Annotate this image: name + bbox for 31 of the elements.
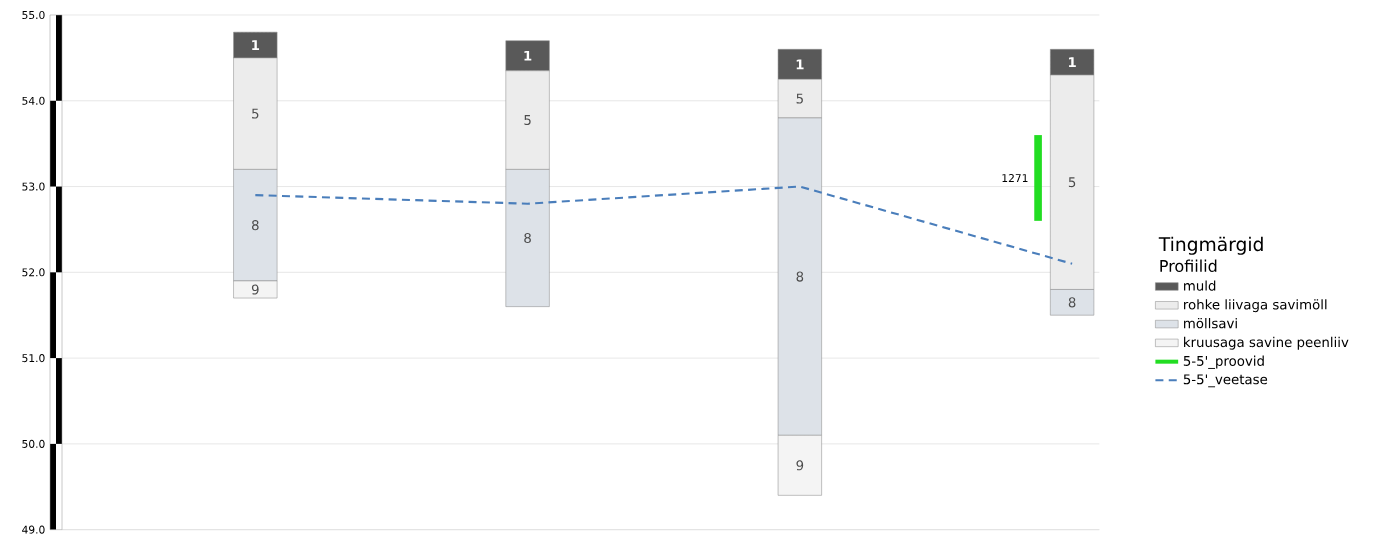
legend-label: möllsavi — [1184, 318, 1237, 329]
legend-label: muld — [1184, 280, 1216, 291]
y-tick-label: 52.0 — [22, 268, 45, 277]
y-tick-label: 50.0 — [22, 440, 45, 449]
y-tick-label: 53.0 — [22, 182, 45, 191]
y-tick-label: 55.0 — [22, 11, 45, 20]
y-tick-label: 51.0 — [22, 354, 45, 363]
text: Profiilid — [1160, 259, 1217, 273]
annotation: 9 — [796, 460, 804, 471]
annotation: 1271 — [1002, 174, 1028, 183]
annotation: 5 — [796, 93, 803, 104]
legend-label: kruusaga savine peenliiv — [1184, 336, 1349, 350]
annotation: 8 — [524, 233, 531, 244]
annotation: 5 — [252, 108, 259, 119]
annotation: 1 — [524, 51, 532, 61]
annotation: 8 — [1068, 297, 1076, 308]
annotation: 5 — [524, 115, 531, 126]
y-tick-label: 54.0 — [22, 96, 45, 105]
annotation: 8 — [251, 220, 259, 231]
legend-title: Tingmärgid — [1158, 236, 1263, 255]
annotation: 5 — [1068, 177, 1076, 188]
y-tick-label: 49.0 — [22, 525, 45, 534]
legend-label: 5-5'_proovid — [1183, 355, 1264, 370]
annotation: 1 — [252, 40, 260, 51]
bar — [1034, 135, 1042, 222]
annotation: 9 — [251, 284, 259, 295]
annotation: 1 — [1068, 57, 1076, 68]
annotation: 1 — [796, 59, 804, 70]
annotation: 8 — [796, 271, 804, 282]
legend-label: 5-5'_veetase — [1183, 374, 1268, 388]
legend-label: rohke liivaga savimöll — [1184, 299, 1327, 313]
